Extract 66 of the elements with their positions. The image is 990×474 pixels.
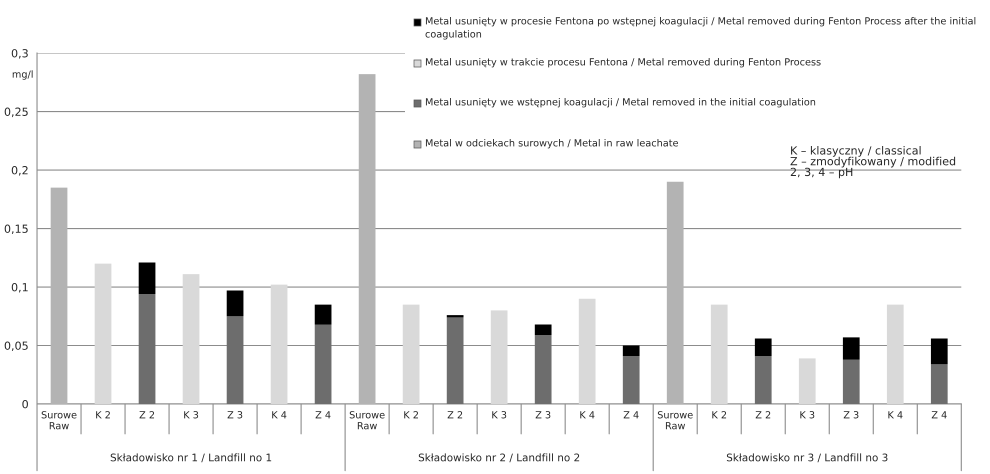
- bar: [578, 298, 596, 404]
- bar: [226, 290, 244, 316]
- bar: [930, 364, 948, 404]
- x-tick-label: K 3: [184, 411, 198, 418]
- x-tick-label: Z 3: [228, 411, 242, 418]
- bar: [94, 264, 112, 404]
- legend-label: Metal w odciekach surowych / Metal in raw leachate: [426, 139, 678, 148]
- bar: [754, 338, 772, 356]
- bar: [622, 356, 640, 404]
- legend-label: Metal usunięty w procesie Fentona po wstępnej koagulacji / Metal removed during Fenton Process after the initial coagulation: [426, 17, 976, 40]
- bar: [490, 310, 508, 404]
- bar: [842, 360, 860, 404]
- bar: [270, 284, 288, 404]
- bar: [534, 324, 552, 335]
- y-tick-label: 0,3: [12, 49, 28, 59]
- bar: [138, 294, 156, 404]
- text: Składowisko nr 3 / Landfill no 3: [726, 453, 888, 462]
- bar: [402, 304, 420, 404]
- y-tick-label: 0,2: [12, 166, 28, 176]
- x-tick-label: Z 3: [844, 411, 858, 418]
- bar: [226, 316, 244, 404]
- x-tick-label: Z 4: [932, 411, 947, 418]
- y-tick-label: 0,05: [4, 341, 28, 352]
- bar: [798, 358, 816, 404]
- bar: [710, 304, 728, 404]
- annotation: K – klasyczny / classical Z – zmodyfikowany / modified 2, 3, 4 – pH: [790, 146, 956, 178]
- y-tick-label: 0: [22, 400, 28, 408]
- x-tick-label: K 2: [96, 411, 110, 418]
- bar: [886, 304, 904, 404]
- y-tick-label: 0,15: [4, 224, 28, 234]
- text: Składowisko nr 1 / Landfill no 1: [110, 453, 272, 462]
- x-tick-label: K 2: [712, 411, 726, 418]
- y-tick-label: 0,25: [4, 108, 28, 118]
- x-tick-label: Z 2: [140, 411, 154, 418]
- x-tick-label: K 2: [404, 411, 418, 418]
- bar: [930, 338, 948, 364]
- x-tick-label: K 4: [580, 411, 594, 418]
- x-tick-label: Surowe Raw: [350, 411, 385, 430]
- bar: [314, 324, 332, 404]
- x-tick-label: Z 4: [624, 411, 639, 418]
- bar: [446, 317, 464, 404]
- legend-label: Metal usunięty we wstępnej koagulacji / Metal removed in the initial coagulation: [426, 98, 816, 108]
- bar: [314, 304, 332, 324]
- y-axis-title: mg/l: [12, 70, 33, 80]
- x-tick-label: Z 2: [448, 411, 462, 418]
- x-tick-label: K 4: [888, 411, 903, 418]
- x-tick-label: K 3: [492, 411, 506, 418]
- bar: [666, 182, 684, 404]
- x-tick-label: Surowe Raw: [658, 411, 693, 430]
- x-tick-label: Z 2: [756, 411, 770, 418]
- bar: [138, 262, 156, 294]
- bar: [534, 334, 552, 404]
- x-tick-label: Z 4: [316, 411, 331, 418]
- bar: [842, 337, 860, 360]
- bar: [358, 74, 376, 404]
- bar: [622, 346, 640, 356]
- legend-label: Metal usunięty w trakcie procesu Fentona / Metal removed during Fenton Process: [426, 58, 821, 68]
- x-tick-label: Surowe Raw: [42, 411, 77, 430]
- y-tick-label: 0,1: [12, 283, 28, 293]
- x-tick-label: Z 3: [536, 411, 550, 418]
- bar: [182, 274, 200, 404]
- x-tick-label: K 4: [272, 411, 286, 418]
- x-tick-label: K 3: [800, 411, 814, 418]
- bar: [754, 356, 772, 404]
- bar: [50, 188, 68, 404]
- text: Składowisko nr 2 / Landfill no 2: [418, 453, 580, 462]
